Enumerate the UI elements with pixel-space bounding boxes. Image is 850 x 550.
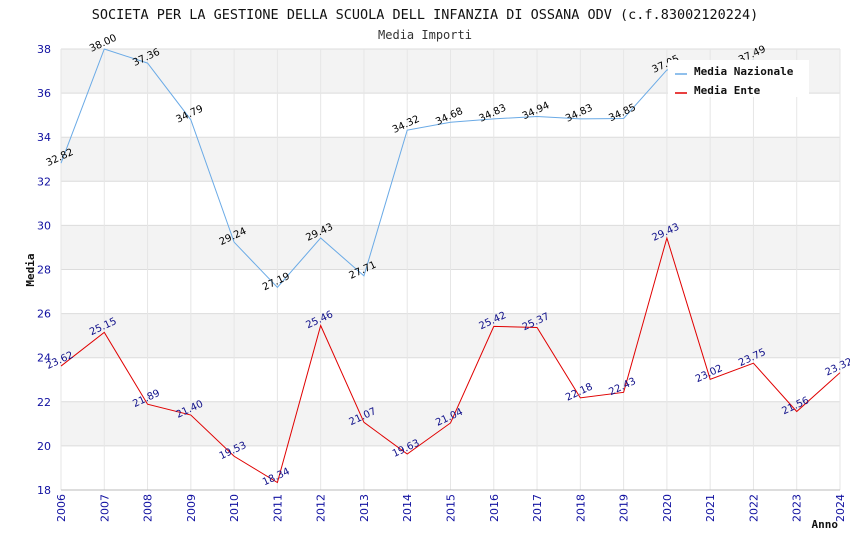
- x-axis-label: Anno: [812, 518, 839, 531]
- x-tick-label: 2010: [228, 494, 241, 522]
- legend: Media Nazionale Media Ente: [668, 60, 809, 97]
- y-axis-label: Media: [24, 253, 37, 286]
- x-tick-label: 2022: [747, 494, 760, 522]
- x-tick-label: 2021: [704, 494, 717, 522]
- x-tick-label: 2023: [791, 494, 804, 522]
- x-axis-ticks: 2006 2007 2008 2009 2010 2011 2012 2013 2014 2015…: [55, 494, 847, 522]
- x-tick-label: 2007: [98, 494, 111, 522]
- y-tick-label: 26: [37, 308, 51, 321]
- legend-box: [668, 60, 809, 97]
- y-tick-label: 34: [37, 131, 51, 144]
- y-tick-label: 20: [37, 440, 51, 453]
- x-tick-label: 2013: [358, 494, 371, 522]
- x-tick-label: 2014: [401, 494, 414, 522]
- x-tick-label: 2024: [834, 494, 847, 522]
- legend-label-nazionale: Media Nazionale: [694, 65, 794, 78]
- x-tick-label: 2012: [315, 494, 328, 522]
- x-tick-label: 2008: [142, 494, 155, 522]
- y-tick-label: 28: [37, 264, 51, 277]
- y-tick-label: 32: [37, 175, 51, 188]
- y-tick-label: 36: [37, 87, 51, 100]
- x-tick-label: 2020: [661, 494, 674, 522]
- chart-title: SOCIETA PER LA GESTIONE DELLA SCUOLA DEL…: [92, 7, 758, 23]
- y-axis-ticks: 18 20 22 24 26 28 30 32 34 36 38: [37, 43, 51, 497]
- x-tick-label: 2015: [445, 494, 458, 522]
- chart-subtitle: Media Importi: [378, 28, 472, 42]
- y-tick-label: 24: [37, 352, 51, 365]
- x-tick-label: 2017: [531, 494, 544, 522]
- series-line-0: [60, 48, 754, 289]
- legend-label-ente: Media Ente: [694, 84, 761, 97]
- x-tick-label: 2019: [618, 494, 631, 522]
- y-tick-label: 22: [37, 396, 51, 409]
- y-tick-label: 18: [37, 484, 51, 497]
- y-tick-label: 38: [37, 43, 51, 56]
- x-tick-label: 2018: [574, 494, 587, 522]
- series-line-1: [60, 236, 841, 484]
- series-lines: [60, 48, 841, 484]
- y-tick-label: 30: [37, 219, 51, 232]
- x-tick-label: 2011: [271, 494, 284, 522]
- x-tick-label: 2009: [185, 494, 198, 522]
- x-tick-label: 2016: [488, 494, 501, 522]
- x-tick-label: 2006: [55, 494, 68, 522]
